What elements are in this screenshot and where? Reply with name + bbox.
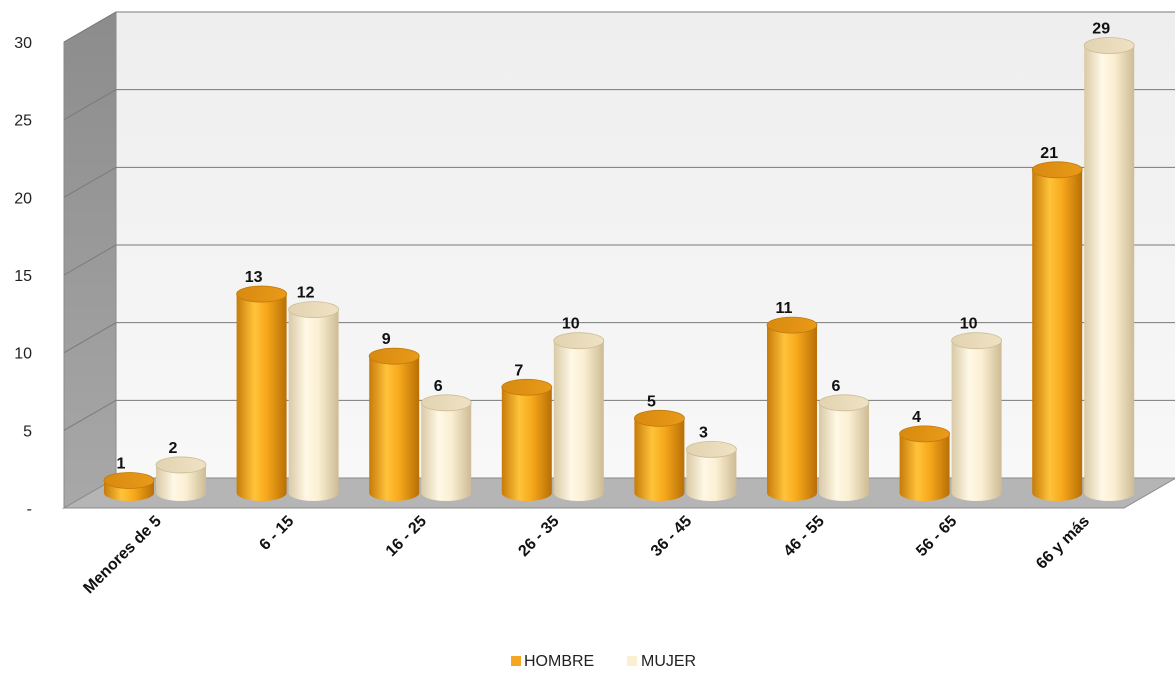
data-label: 21 <box>1040 145 1058 162</box>
y-tick-label: 20 <box>14 190 32 207</box>
y-tick-label: 25 <box>14 113 32 130</box>
data-label: 3 <box>699 424 708 441</box>
bar-mujer <box>951 332 1002 501</box>
gridline <box>63 89 1175 121</box>
y-tick-label: 15 <box>14 268 32 285</box>
legend: HOMBRE MUJER <box>511 653 696 670</box>
bar-mujer <box>155 456 207 501</box>
plot-walls <box>62 11 1175 509</box>
x-tick-label: 36 - 45 <box>648 513 695 560</box>
legend-label-hombre: HOMBRE <box>524 653 594 670</box>
legend-swatch-hombre <box>511 656 521 666</box>
bar-hombre <box>236 285 288 501</box>
legend-swatch-mujer <box>627 656 637 666</box>
gridlines <box>63 11 1175 431</box>
bar-hombre <box>1031 161 1083 502</box>
x-tick-label: 56 - 65 <box>913 513 960 560</box>
data-label: 1 <box>117 455 126 472</box>
bar-mujer <box>553 332 605 501</box>
data-label: 12 <box>297 285 315 302</box>
legend-label-mujer: MUJER <box>641 653 696 670</box>
x-tick-label: Menores de 5 <box>80 513 164 597</box>
x-tick-label: 16 - 25 <box>383 513 430 560</box>
floor <box>62 477 1175 509</box>
data-label: 13 <box>245 269 263 286</box>
data-label: 29 <box>1092 21 1110 38</box>
gridline <box>63 11 1175 43</box>
data-label: 6 <box>434 378 443 395</box>
data-label: 10 <box>562 316 580 333</box>
bar-mujer <box>288 301 340 501</box>
bar-mujer <box>818 394 870 501</box>
data-label: 10 <box>960 316 978 333</box>
gridline <box>63 166 1175 198</box>
bar-hombre <box>634 409 685 501</box>
gridline <box>63 244 1175 276</box>
bar-hombre <box>766 316 818 501</box>
y-tick-label: 5 <box>23 423 32 440</box>
x-axis-ticks: Menores de 5 6 - 15 16 - 25 26 - 35 36 - 45 4… <box>80 513 1093 597</box>
gridline <box>63 322 1175 354</box>
x-tick-label: 26 - 35 <box>515 513 562 560</box>
x-tick-label: 46 - 55 <box>781 513 828 560</box>
bar-hombre <box>368 347 420 501</box>
y-axis-ticks: - 5 10 15 20 25 30 <box>14 35 32 518</box>
x-tick-label: 6 - 15 <box>256 513 297 554</box>
data-label: 6 <box>832 378 841 395</box>
y-tick-label: 10 <box>14 346 32 363</box>
data-label: 9 <box>382 331 391 348</box>
data-label: 5 <box>647 393 656 410</box>
data-label: 4 <box>912 409 921 426</box>
bar-mujer <box>420 394 472 501</box>
x-tick-label: 66 y más <box>1033 513 1093 573</box>
data-label: 2 <box>169 440 178 457</box>
bar-hombre <box>103 472 155 501</box>
y-tick-label: - <box>27 501 32 518</box>
data-label: 7 <box>514 362 523 379</box>
bars <box>103 37 1135 502</box>
bar-mujer <box>686 440 737 501</box>
y-tick-label: 30 <box>14 35 32 52</box>
bar-mujer <box>1083 37 1135 502</box>
bar-hombre <box>501 378 553 501</box>
data-label: 11 <box>776 300 793 317</box>
bar-hombre <box>899 425 950 501</box>
